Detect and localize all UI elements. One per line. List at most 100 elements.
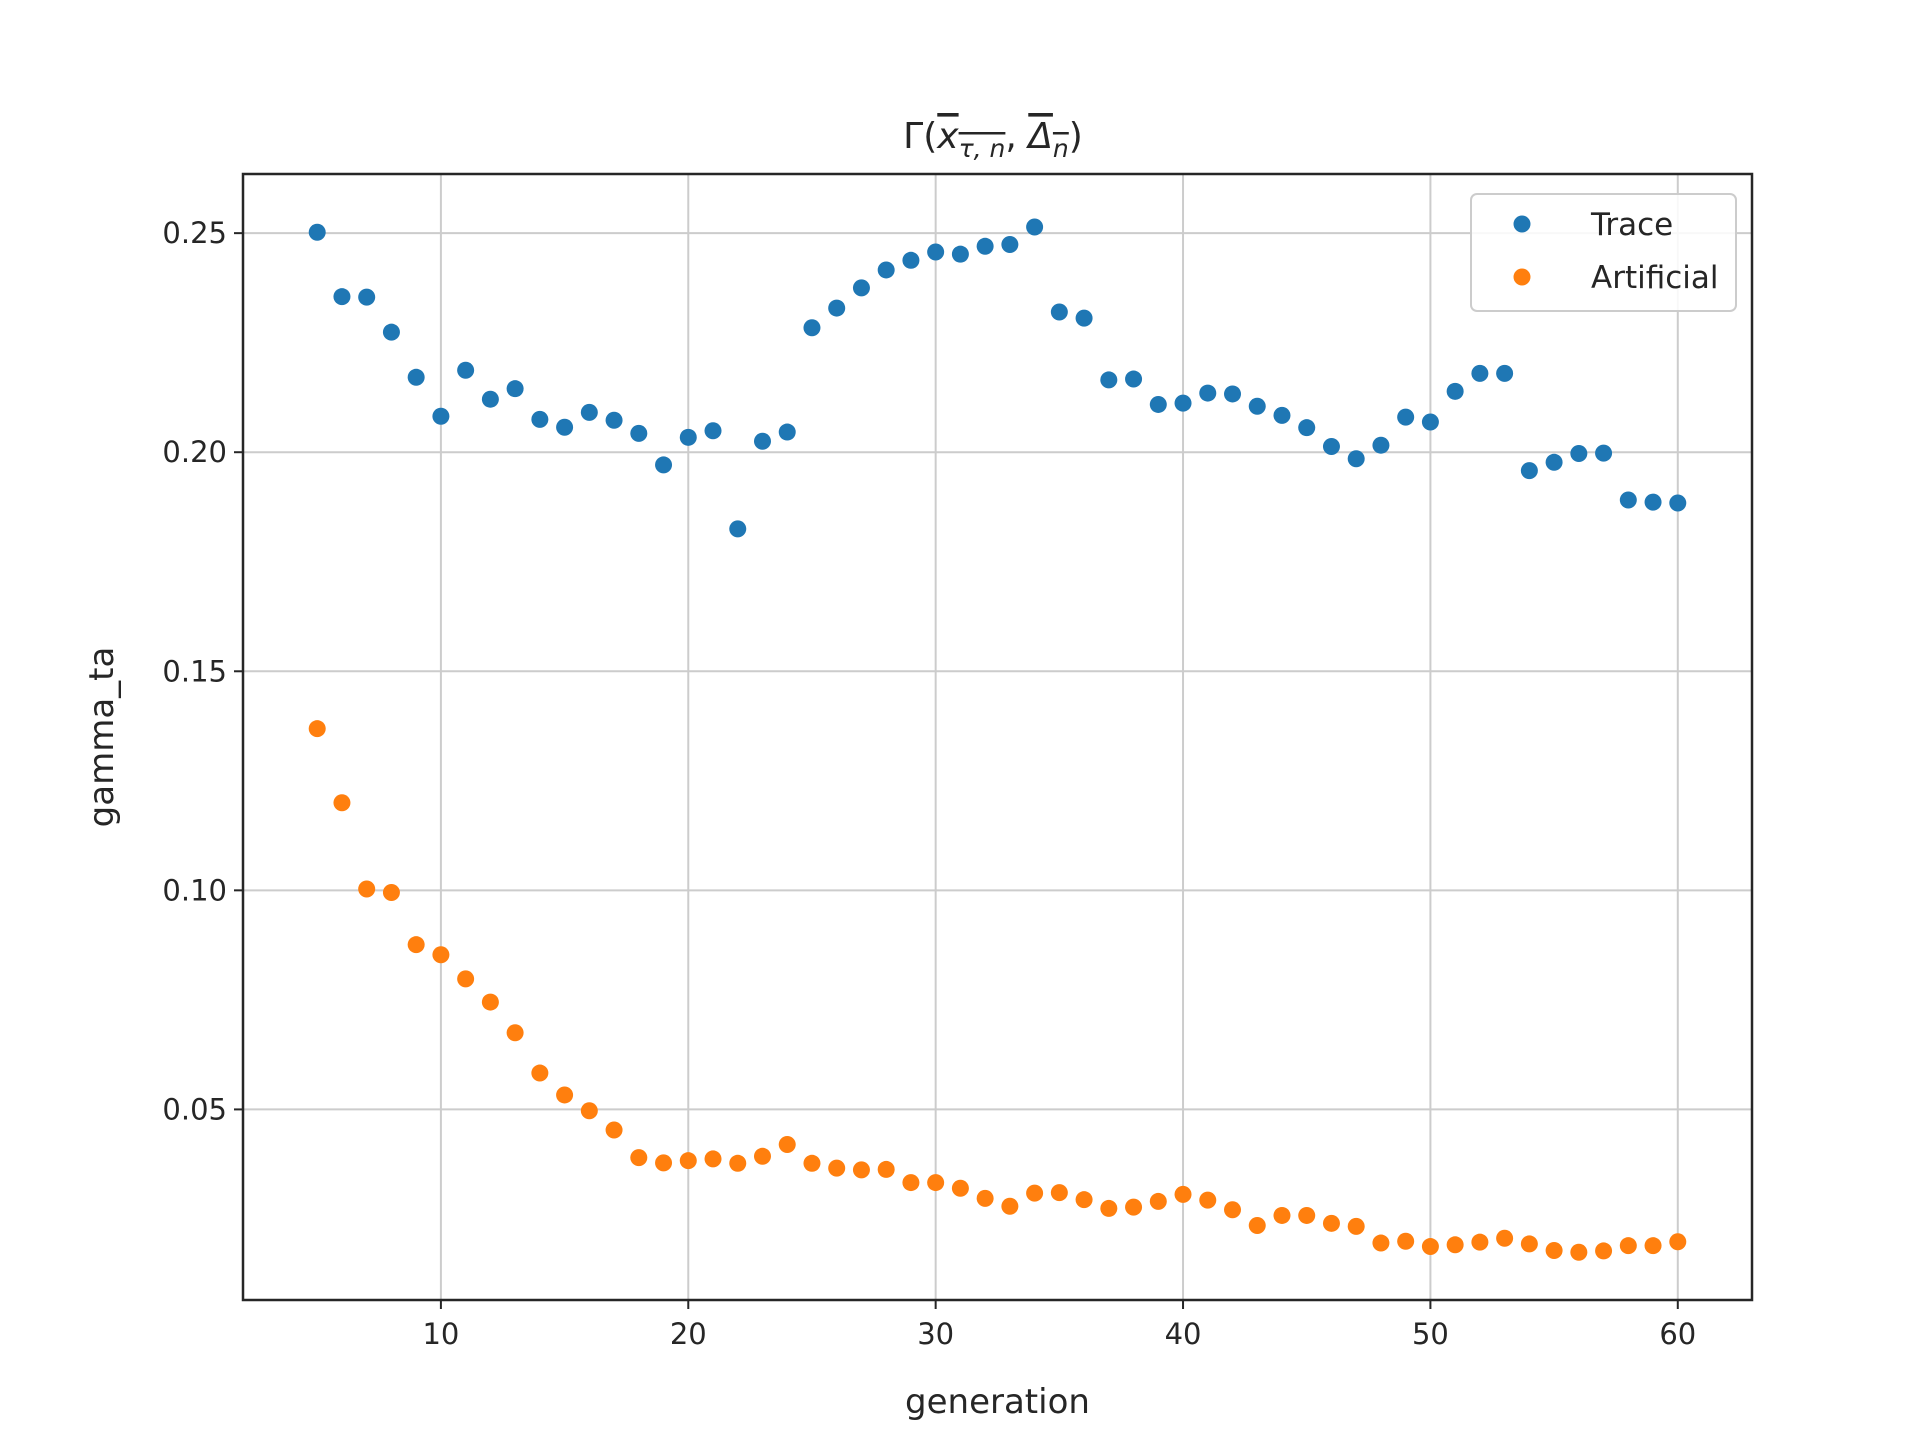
artificial-point xyxy=(1125,1198,1143,1216)
artificial-point xyxy=(308,720,326,738)
artificial-point xyxy=(679,1152,697,1170)
artificial-point xyxy=(1570,1243,1588,1261)
chart-title: Γ(xτ, n, Δn) xyxy=(903,116,1083,163)
grid xyxy=(243,174,1752,1300)
trace-point xyxy=(704,422,722,440)
trace-point xyxy=(902,251,920,269)
artificial-point xyxy=(481,993,499,1011)
x-tick-label: 30 xyxy=(917,1317,954,1351)
trace-point xyxy=(679,428,697,446)
artificial-point xyxy=(1471,1233,1489,1251)
trace-point xyxy=(1669,494,1687,512)
trace-point xyxy=(1298,419,1316,437)
artificial-point xyxy=(1421,1238,1439,1256)
legend-label-trace: Trace xyxy=(1590,207,1673,243)
trace-point xyxy=(1372,436,1390,454)
artificial-point xyxy=(556,1086,574,1104)
trace-point xyxy=(852,279,870,297)
artificial-point xyxy=(580,1102,598,1120)
trace-point xyxy=(729,520,747,538)
artificial-point xyxy=(1075,1191,1093,1209)
legend: Trace Artificial xyxy=(1470,193,1737,312)
trace-point xyxy=(1273,406,1291,424)
axis-ticks: 10 20 30 40 50 60 0.05 0.10 0.15 0.20 0.25 xyxy=(162,216,1696,1351)
artificial-point xyxy=(1273,1206,1291,1224)
artificial-point xyxy=(506,1024,524,1042)
x-tick-label: 20 xyxy=(670,1317,707,1351)
legend-marker-artificial xyxy=(1513,268,1531,286)
artificial-point xyxy=(1520,1235,1538,1253)
artificial-point xyxy=(1322,1214,1340,1232)
data-markers xyxy=(308,218,1687,1261)
artificial-point xyxy=(1174,1185,1192,1203)
artificial-point xyxy=(1496,1229,1514,1247)
trace-point xyxy=(481,390,499,408)
artificial-point xyxy=(753,1147,771,1165)
artificial-point xyxy=(457,970,475,988)
artificial-point xyxy=(333,794,351,812)
x-tick-label: 50 xyxy=(1412,1317,1449,1351)
trace-point xyxy=(1174,394,1192,412)
trace-point xyxy=(927,243,945,261)
artificial-point xyxy=(1446,1236,1464,1254)
trace-point xyxy=(828,299,846,317)
artificial-point xyxy=(976,1189,994,1207)
artificial-point xyxy=(1619,1237,1637,1255)
artificial-point xyxy=(630,1149,648,1167)
trace-point xyxy=(976,237,994,255)
x-axis-label: generation xyxy=(905,1382,1090,1422)
trace-point xyxy=(1347,450,1365,468)
y-tick-label: 0.05 xyxy=(162,1092,227,1126)
trace-point xyxy=(951,245,969,263)
trace-point xyxy=(1248,397,1266,415)
artificial-point xyxy=(1100,1199,1118,1217)
trace-point xyxy=(580,403,598,421)
artificial-point xyxy=(902,1174,920,1192)
trace-point xyxy=(1149,395,1167,413)
trace-point xyxy=(1001,236,1019,254)
x-tick-label: 60 xyxy=(1659,1317,1696,1351)
artificial-point xyxy=(382,884,400,902)
artificial-point xyxy=(927,1174,945,1192)
artificial-point xyxy=(1347,1217,1365,1235)
trace-point xyxy=(877,261,895,279)
trace-point xyxy=(1224,385,1242,403)
artificial-point xyxy=(803,1154,821,1172)
legend-marker-trace xyxy=(1513,215,1531,233)
artificial-point xyxy=(1224,1201,1242,1219)
artificial-point xyxy=(778,1135,796,1153)
artificial-point xyxy=(828,1159,846,1177)
x-tick-label: 10 xyxy=(422,1317,459,1351)
trace-point xyxy=(531,410,549,428)
trace-point xyxy=(382,323,400,341)
trace-point xyxy=(1322,438,1340,456)
trace-point xyxy=(432,407,450,425)
artificial-point xyxy=(1001,1197,1019,1215)
y-axis-label: gamma_ta xyxy=(82,647,122,828)
trace-point xyxy=(1050,303,1068,321)
artificial-point xyxy=(1545,1241,1563,1259)
trace-point xyxy=(1421,413,1439,431)
trace-point xyxy=(1446,382,1464,400)
artificial-point xyxy=(531,1064,549,1082)
artificial-point xyxy=(877,1160,895,1178)
trace-point xyxy=(1644,493,1662,511)
artificial-point xyxy=(1644,1237,1662,1255)
artificial-point xyxy=(1669,1233,1687,1251)
trace-point xyxy=(1545,453,1563,471)
artificial-point xyxy=(1372,1234,1390,1252)
plot-frame xyxy=(241,172,1754,1302)
artificial-point xyxy=(655,1154,673,1172)
trace-point xyxy=(556,418,574,436)
legend-box xyxy=(1470,193,1737,312)
series-trace xyxy=(308,218,1687,538)
trace-point xyxy=(1100,371,1118,389)
trace-point xyxy=(605,411,623,429)
trace-point xyxy=(1026,218,1044,236)
artificial-point xyxy=(1595,1242,1613,1260)
trace-point xyxy=(655,456,673,474)
trace-point xyxy=(506,380,524,398)
trace-point xyxy=(1397,408,1415,426)
trace-point xyxy=(1496,364,1514,382)
